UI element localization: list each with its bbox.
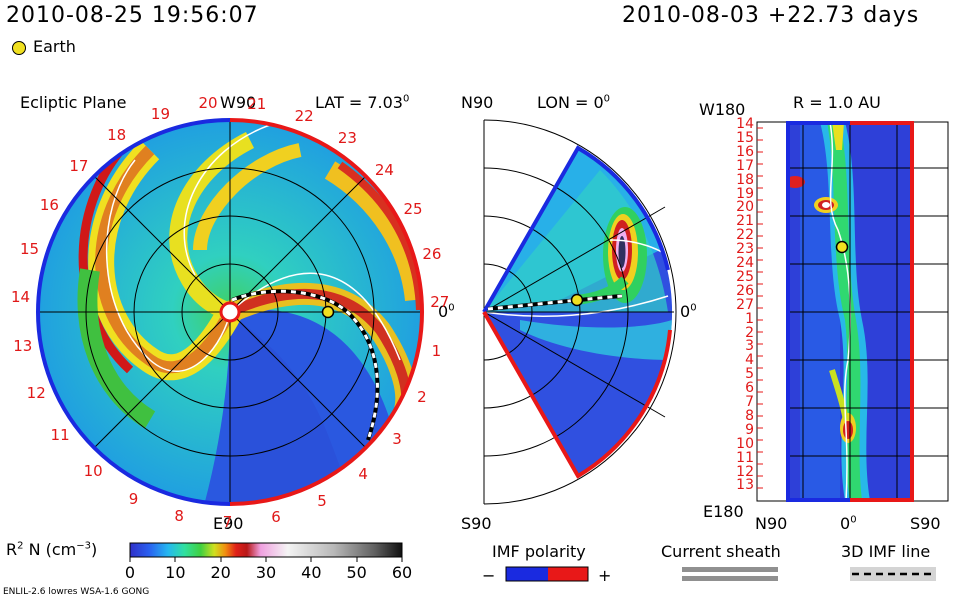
- imf-line-swatch: [850, 567, 936, 581]
- meridional-plane-plot: [482, 119, 677, 505]
- ecliptic-title: Ecliptic Plane: [20, 93, 127, 112]
- rim-day-label: 8: [174, 506, 184, 525]
- radial-y-label: 15: [736, 129, 754, 146]
- earth-marker-radial: [835, 240, 849, 254]
- radial-bottom-left-label: E180: [703, 502, 744, 521]
- radial-x-label-s90: S90: [910, 514, 941, 533]
- rim-day-label: 11: [50, 426, 70, 445]
- relative-time: 2010-08-03 +22.73 days: [622, 3, 920, 28]
- radial-y-label: 1: [745, 310, 754, 327]
- radial-y-label: 4: [745, 352, 754, 369]
- rim-day-label: 12: [26, 383, 46, 402]
- rim-day-label: 17: [69, 157, 89, 176]
- earth-marker-meridional: [570, 293, 584, 307]
- radial-y-label: 10: [736, 435, 754, 452]
- polarity-plus: +: [598, 566, 612, 585]
- radial-y-label: 12: [736, 463, 754, 480]
- colorbar-tick-label: 0: [124, 563, 136, 582]
- imf-polarity-label: IMF polarity: [492, 542, 586, 561]
- radial-y-label: 2: [745, 324, 754, 341]
- rim-day-label: 7: [222, 512, 233, 531]
- rim-day-label: 2: [417, 388, 427, 407]
- radial-y-label: 22: [736, 227, 754, 244]
- density-colorbar: [129, 542, 403, 562]
- ecliptic-right-label: 00: [438, 302, 455, 321]
- current-sheath-swatch: [682, 567, 778, 581]
- ecliptic-top-label: W90: [220, 93, 257, 112]
- meridional-bottom-label: S90: [461, 514, 492, 533]
- radial-x-label-n90: N90: [755, 514, 788, 533]
- rim-day-label: 9: [128, 489, 139, 508]
- earth-marker-icon: [12, 41, 26, 55]
- rim-day-label: 24: [374, 160, 394, 179]
- timestamp: 2010-08-25 19:56:07: [6, 3, 259, 28]
- radial-y-label: 13: [736, 477, 754, 494]
- rim-day-label: 6: [271, 507, 281, 526]
- radial-y-label: 8: [745, 407, 754, 424]
- radial-x-label-0: 00: [840, 514, 857, 533]
- rim-day-label: 19: [150, 104, 171, 123]
- meridional-top-label: N90: [461, 93, 494, 112]
- earth-marker-ecliptic: [321, 305, 335, 319]
- imf-line-label: 3D IMF line: [841, 542, 931, 561]
- radial-y-label: 21: [736, 213, 754, 230]
- lon-label: LON = 00: [537, 93, 611, 112]
- rim-day-label: 4: [358, 465, 368, 484]
- colorbar-tick-label: 60: [391, 563, 413, 582]
- radial-y-label: 25: [736, 268, 754, 285]
- rim-day-label: 22: [294, 106, 314, 125]
- radial-y-label: 26: [736, 282, 754, 299]
- colorbar-tick-label: 30: [255, 563, 277, 582]
- radial-y-label: 19: [736, 185, 754, 202]
- radial-y-label: 3: [745, 338, 754, 355]
- radial-y-label: 18: [736, 171, 754, 188]
- radial-y-label: 11: [736, 449, 754, 466]
- radial-y-label: 16: [736, 143, 754, 160]
- rim-day-label: 15: [19, 240, 40, 259]
- rim-day-label: 27: [430, 293, 450, 312]
- radial-y-label: 24: [736, 255, 754, 271]
- rim-day-label: 18: [107, 126, 127, 145]
- colorbar-label: R2 N (cm−3): [6, 540, 98, 559]
- radial-title: R = 1.0 AU: [793, 93, 881, 112]
- rim-day-label: 16: [39, 195, 59, 214]
- lat-label: LAT = 7.030: [315, 93, 410, 112]
- rim-day-label: 26: [422, 245, 442, 264]
- colorbar-tick-label: 10: [165, 563, 186, 582]
- rim-day-label: 20: [198, 94, 218, 113]
- model-label: ENLIL-2.6 lowres WSA-1.6 GONG: [3, 587, 150, 597]
- rim-day-label: 5: [317, 491, 327, 510]
- radial-y-label: 27: [736, 296, 754, 313]
- colorbar-tick-label: 50: [346, 563, 367, 582]
- radial-y-label: 7: [745, 394, 754, 410]
- imf-polarity-swatch: [505, 566, 589, 582]
- rim-day-label: 25: [403, 200, 423, 219]
- radial-top-left-label: W180: [699, 100, 746, 119]
- ecliptic-plane-plot: [36, 118, 424, 506]
- current-sheath-label: Current sheath: [661, 542, 781, 561]
- rim-day-label: 1: [431, 341, 442, 360]
- radial-y-ticks: [757, 127, 763, 489]
- colorbar-tick-label: 40: [301, 563, 322, 582]
- rim-day-label: 13: [13, 337, 33, 356]
- rim-day-label: 21: [247, 94, 267, 113]
- meridional-right-label: 00: [680, 302, 697, 321]
- radial-y-label: 23: [736, 241, 754, 258]
- rim-day-label: 10: [83, 462, 103, 481]
- radial-y-label: 17: [736, 157, 754, 174]
- rim-day-label: 23: [337, 128, 357, 147]
- radial-y-label: 6: [745, 380, 754, 397]
- earth-legend-label: Earth: [33, 37, 76, 56]
- colorbar-tick-label: 20: [210, 563, 231, 582]
- ecliptic-bottom-label: E90: [213, 514, 244, 533]
- radial-y-label: 5: [745, 366, 754, 383]
- rim-day-label: 3: [392, 430, 402, 449]
- radial-y-label: 14: [736, 116, 754, 132]
- rim-day-label: 14: [10, 288, 31, 307]
- radial-y-label: 9: [745, 421, 754, 438]
- radial-y-label: 20: [736, 199, 754, 216]
- polarity-minus: −: [482, 566, 496, 585]
- radial-map-plot: [756, 121, 949, 502]
